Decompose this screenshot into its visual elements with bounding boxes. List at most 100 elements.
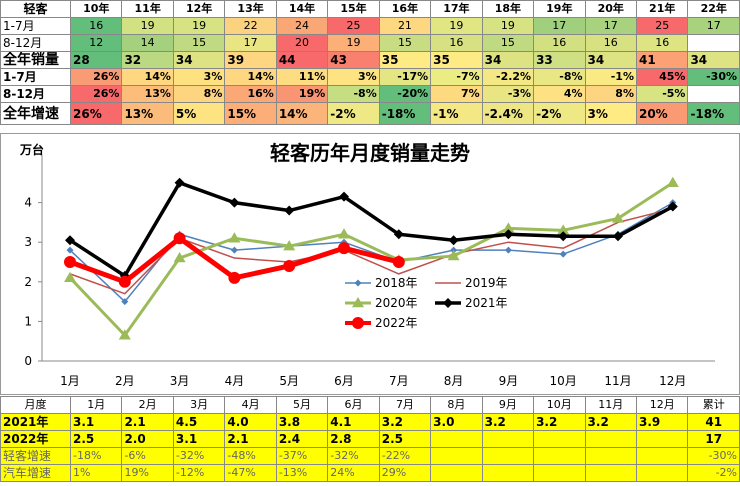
row-label: 全年销量 (0, 51, 71, 69)
table-cell: -8% (327, 85, 380, 103)
year-header: 21年 (635, 0, 689, 18)
table-cell: -17% (378, 68, 432, 86)
column-header: 7月 (378, 396, 432, 414)
data-point (283, 240, 296, 251)
legend-item: 2021年 (435, 296, 508, 310)
table-cell: 34 (172, 51, 226, 69)
x-tick-label: 2月 (115, 374, 135, 388)
table-cell (635, 430, 689, 448)
data-point (229, 197, 240, 208)
table-cell (481, 464, 535, 482)
year-header: 20年 (584, 0, 637, 18)
x-tick-label: 5月 (279, 374, 299, 388)
series-line (69, 181, 674, 278)
table-row: 8-12月 12 14 15 17 20 19 15 16 15 16 16 16 (0, 34, 740, 52)
table-cell (533, 430, 586, 448)
table-cell: 19 (121, 17, 174, 35)
year-header: 18年 (481, 0, 535, 18)
table-row: 全年增速 26% 13% 5% 15% 14% -2% -18% -1% -2.4% -2% 3% 20… (0, 102, 740, 125)
table-cell (533, 447, 586, 465)
table-cell: 12 (69, 34, 123, 52)
table-cell: 25 (327, 17, 380, 35)
table-cell: 41 (635, 51, 689, 69)
series-2020年 (64, 176, 679, 340)
series-2021年 (65, 177, 678, 281)
table-cell: 3.2 (584, 413, 637, 431)
legend-label: 2020年 (375, 296, 418, 310)
table-cell (584, 430, 637, 448)
table-cell: -30% (687, 447, 740, 465)
table-cell: 44 (275, 51, 329, 69)
data-point (173, 252, 186, 263)
data-point (448, 235, 459, 246)
data-point (666, 176, 679, 187)
table-cell: 4.1 (327, 413, 380, 431)
legend-item: 2020年 (345, 296, 418, 310)
data-point (392, 256, 405, 268)
table-cell: -32% (327, 447, 380, 465)
legend-item: 2018年 (345, 276, 418, 290)
table-cell: 3.1 (172, 430, 226, 448)
data-point (338, 242, 350, 255)
row-label: 8-12月 (0, 85, 71, 103)
column-header: 6月 (327, 396, 380, 414)
legend-item: 2022年 (345, 316, 418, 330)
table-row: 汽车增速 1% 19% -12% -47% -13% 24% 29% -2% (0, 464, 740, 482)
table-cell: 17 (687, 430, 740, 448)
data-point (118, 275, 131, 288)
table-cell: 16 (533, 34, 586, 52)
table-cell: 28 (69, 51, 123, 69)
year-header: 11年 (121, 0, 174, 18)
table-cell: -20% (378, 85, 432, 103)
table-cell (584, 447, 637, 465)
table-cell: 3.2 (481, 413, 535, 431)
year-header: 16年 (378, 0, 432, 18)
x-tick-label: 8月 (444, 374, 464, 388)
table-cell: 5% (172, 102, 226, 125)
x-tick-label: 6月 (334, 374, 354, 388)
data-point (352, 317, 364, 329)
table-cell (584, 464, 637, 482)
column-header: 3月 (172, 396, 226, 414)
year-header: 10年 (69, 0, 123, 18)
data-point (65, 235, 75, 246)
table-cell: 20% (635, 102, 689, 125)
table-row: 1-7月 16 19 19 22 24 25 21 19 19 17 17 25 17 (0, 17, 740, 35)
table-cell (481, 447, 535, 465)
table-cell: 16% (224, 85, 277, 103)
data-point (447, 250, 460, 261)
table-cell: 45% (635, 68, 689, 86)
table-cell (533, 464, 586, 482)
row-label: 全年增速 (0, 102, 71, 125)
table-cell: 33 (533, 51, 586, 69)
table-cell: -18% (378, 102, 432, 125)
table-row: 2021年 3.1 2.1 4.5 4.0 3.8 4.1 3.2 3.0 3.2 3.2 3.2 3.… (0, 413, 740, 431)
table-cell: 8% (584, 85, 637, 103)
table-cell: 32 (121, 51, 174, 69)
table-cell: -2% (687, 464, 740, 482)
column-header: 1月 (69, 396, 123, 414)
data-point (230, 246, 238, 254)
table-cell: 4% (533, 85, 586, 103)
column-header: 12月 (635, 396, 689, 414)
year-header: 15年 (327, 0, 380, 18)
table-cell: 17 (224, 34, 277, 52)
row-label: 1-7月 (0, 68, 71, 86)
table-cell: 13% (121, 85, 174, 103)
table-cell: 25 (635, 17, 689, 35)
table-cell: 26% (69, 102, 123, 125)
table-cell: 3.1 (69, 413, 123, 431)
table-row: 1-7月 26% 14% 3% 14% 11% 3% -17% -7% -2.2% -8% -1% 45… (0, 68, 740, 86)
table-cell: 19 (430, 17, 483, 35)
legend-label: 2022年 (375, 316, 418, 330)
table-cell: 14% (275, 102, 329, 125)
table-cell: 16 (635, 34, 689, 52)
table-cell: 4.0 (224, 413, 277, 431)
column-header: 8月 (430, 396, 483, 414)
table-cell: 3.2 (533, 413, 586, 431)
table-cell: -47% (224, 464, 277, 482)
table-cell: 2.1 (121, 413, 174, 431)
table-cell: -12% (172, 464, 226, 482)
table-cell: -32% (172, 447, 226, 465)
table-cell: 7% (430, 85, 483, 103)
